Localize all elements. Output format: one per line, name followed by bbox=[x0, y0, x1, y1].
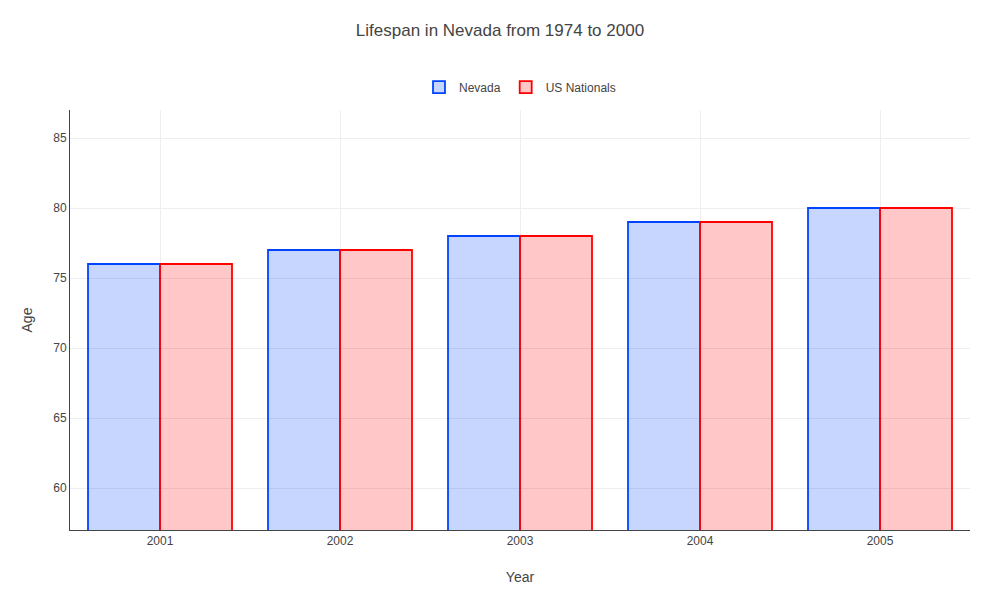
svg-text:Age: Age bbox=[19, 307, 35, 332]
svg-text:80: 80 bbox=[53, 201, 67, 215]
svg-text:2001: 2001 bbox=[147, 534, 174, 548]
svg-text:2004: 2004 bbox=[687, 534, 714, 548]
svg-text:2002: 2002 bbox=[327, 534, 354, 548]
svg-text:Lifespan in Nevada from 1974 t: Lifespan in Nevada from 1974 to 2000 bbox=[356, 21, 644, 40]
svg-text:70: 70 bbox=[53, 341, 67, 355]
svg-text:75: 75 bbox=[53, 271, 67, 285]
svg-text:US Nationals: US Nationals bbox=[546, 81, 616, 95]
svg-text:85: 85 bbox=[53, 131, 67, 145]
svg-text:2005: 2005 bbox=[867, 534, 894, 548]
svg-text:Year: Year bbox=[506, 569, 535, 585]
svg-text:Nevada: Nevada bbox=[459, 81, 501, 95]
svg-text:2003: 2003 bbox=[507, 534, 534, 548]
svg-text:65: 65 bbox=[53, 411, 67, 425]
svg-text:60: 60 bbox=[53, 481, 67, 495]
